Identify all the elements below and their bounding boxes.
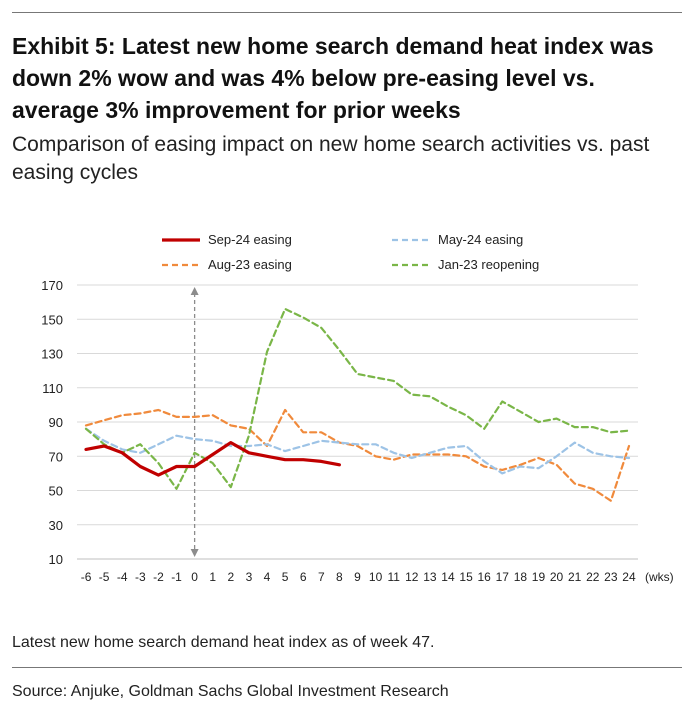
grid-lines: [77, 284, 638, 560]
x-tick-label: 12: [405, 570, 419, 584]
x-tick-label: 18: [514, 570, 528, 584]
series-line-sep-24-easing: [84, 441, 341, 477]
x-tick-label: 2: [227, 570, 234, 584]
y-axis: 10 30 50 70 90 110 130 150 170: [41, 278, 63, 567]
series-line-aug-23-easing: [84, 408, 631, 502]
exhibit-title: Exhibit 5: Latest new home search demand…: [12, 33, 654, 123]
x-tick-label: 5: [282, 570, 289, 584]
footnote: Latest new home search demand heat index…: [12, 634, 435, 651]
x-tick-label: 19: [532, 570, 546, 584]
y-tick-label: 30: [49, 518, 63, 533]
arrow-head-up: [190, 287, 199, 295]
arrow-head-down: [190, 549, 199, 557]
x-tick-label: 15: [459, 570, 473, 584]
x-tick-label: 24: [622, 570, 636, 584]
exhibit-subtitle: Comparison of easing impact on new home …: [12, 133, 650, 184]
legend-label: Aug-23 easing: [208, 257, 292, 272]
x-tick-label: 0: [191, 570, 198, 584]
y-tick-label: 70: [49, 449, 63, 464]
x-tick-label: 3: [246, 570, 253, 584]
x-tick-label: 11: [387, 570, 400, 584]
x-tick-label: 21: [568, 570, 582, 584]
legend-label: Sep-24 easing: [208, 232, 292, 247]
x-tick-label: -3: [135, 570, 146, 584]
x-tick-label: -6: [81, 570, 92, 584]
chart-legend: Sep-24 easing May-24 easing Aug-23 easing J…: [162, 232, 539, 272]
series-line-may-24-easing: [84, 427, 631, 475]
x-tick-label: -5: [99, 570, 110, 584]
x-tick-label: 22: [586, 570, 600, 584]
x-tick-label: -1: [171, 570, 182, 584]
x-tick-label: -4: [117, 570, 128, 584]
week-zero-arrow: [190, 287, 199, 557]
y-tick-label: 130: [41, 347, 63, 362]
line-chart: Sep-24 easing May-24 easing Aug-23 easing J…: [41, 232, 674, 584]
series-group: [84, 307, 631, 502]
legend-label: Jan-23 reopening: [438, 257, 539, 272]
x-tick-label: 14: [441, 570, 455, 584]
footer-rule: [12, 667, 682, 668]
x-tick-label: 6: [300, 570, 307, 584]
y-tick-label: 110: [42, 381, 63, 396]
series-line-jan-23-reopening: [84, 307, 631, 490]
x-tick-label: 13: [423, 570, 437, 584]
x-tick-label: 10: [369, 570, 383, 584]
x-tick-label: 8: [336, 570, 343, 584]
y-tick-label: 170: [41, 278, 63, 293]
y-tick-label: 50: [49, 484, 63, 499]
x-tick-label: 7: [318, 570, 325, 584]
legend-label: May-24 easing: [438, 232, 523, 247]
top-rule: [12, 12, 682, 13]
x-unit-label: (wks): [645, 570, 674, 584]
x-axis: -6 -5 -4 -3 -2 -1 0 1 2 3 4 5 6 7 8 9 10 11 12 13 14 15 16 17 18…: [77, 558, 674, 584]
x-tick-label: 1: [209, 570, 216, 584]
source-line: Source: Anjuke, Goldman Sachs Global Inv…: [12, 683, 449, 700]
x-tick-label: 17: [496, 570, 510, 584]
y-tick-label: 90: [49, 415, 63, 430]
y-tick-label: 10: [49, 552, 63, 567]
x-tick-label: 9: [354, 570, 361, 584]
y-tick-label: 150: [41, 312, 63, 327]
x-tick-label: 16: [477, 570, 491, 584]
x-tick-label: 4: [264, 570, 271, 584]
x-tick-label: 23: [604, 570, 618, 584]
x-tick-label: 20: [550, 570, 564, 584]
x-tick-label: -2: [153, 570, 164, 584]
